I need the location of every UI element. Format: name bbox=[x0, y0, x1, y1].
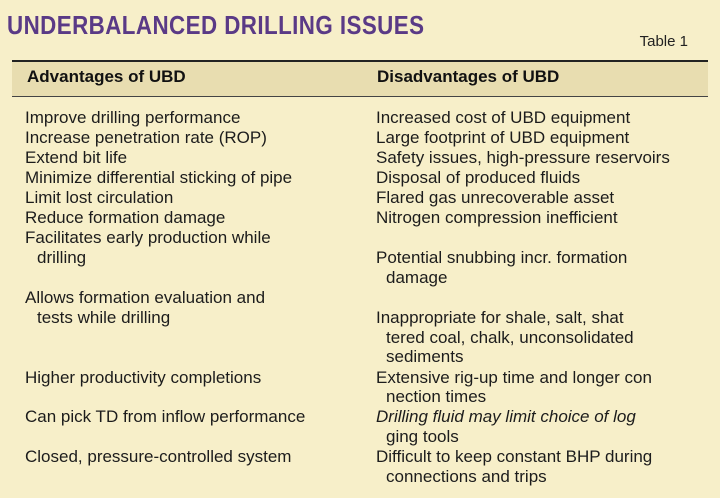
disadvantage-cell: Inappropriate for shale, salt, shat bbox=[376, 308, 624, 327]
advantage-cell: Higher productivity completions bbox=[25, 368, 262, 387]
disadvantage-cell: Difficult to keep constant BHP during bbox=[376, 447, 653, 466]
disadvantage-cell: damage bbox=[386, 268, 448, 287]
table-label: Table 1 bbox=[639, 33, 688, 50]
advantage-cell: Increase penetration rate (ROP) bbox=[25, 128, 267, 147]
advantage-cell: Facilitates early production while bbox=[25, 228, 271, 247]
advantage-cell: Limit lost circulation bbox=[25, 188, 174, 207]
advantage-cell: Reduce formation damage bbox=[25, 208, 226, 227]
disadvantage-cell: connections and trips bbox=[386, 467, 547, 486]
disadvantage-cell: Safety issues, high-pressure reservoirs bbox=[376, 148, 670, 167]
advantage-cell: Minimize differential sticking of pipe bbox=[25, 168, 293, 187]
page-title: Underbalanced drilling issues bbox=[7, 10, 425, 40]
advantage-cell: tests while drilling bbox=[37, 308, 171, 327]
disadvantage-cell: Increased cost of UBD equipment bbox=[376, 108, 631, 127]
column-header-advantages: Advantages of UBD bbox=[27, 67, 186, 86]
advantage-cell: Extend bit life bbox=[25, 148, 128, 167]
advantage-cell: Can pick TD from inflow performance bbox=[25, 407, 306, 426]
table-header-band bbox=[12, 60, 708, 97]
disadvantage-cell: nection times bbox=[386, 387, 487, 406]
advantage-cell: Closed, pressure-controlled system bbox=[25, 447, 292, 466]
disadvantage-cell: Extensive rig-up time and longer con bbox=[376, 368, 652, 387]
disadvantage-cell: Large footprint of UBD equipment bbox=[376, 128, 630, 147]
column-header-disadvantages: Disadvantages of UBD bbox=[377, 67, 560, 86]
disadvantage-cell: sediments bbox=[386, 347, 464, 366]
disadvantage-cell: Nitrogen compression inefficient bbox=[376, 208, 618, 227]
advantage-cell: drilling bbox=[37, 248, 87, 267]
disadvantage-cell: ging tools bbox=[386, 427, 459, 446]
disadvantage-cell: Disposal of produced fluids bbox=[376, 168, 581, 187]
disadvantage-cell: Potential snubbing incr. formation bbox=[376, 248, 628, 267]
advantage-cell: Allows formation evaluation and bbox=[25, 288, 266, 307]
disadvantage-cell: Drilling fluid may limit choice of log bbox=[376, 407, 636, 426]
disadvantage-cell: tered coal, chalk, unconsolidated bbox=[386, 328, 634, 347]
advantage-cell: Improve drilling performance bbox=[25, 108, 241, 127]
disadvantage-cell: Flared gas unrecoverable asset bbox=[376, 188, 615, 207]
